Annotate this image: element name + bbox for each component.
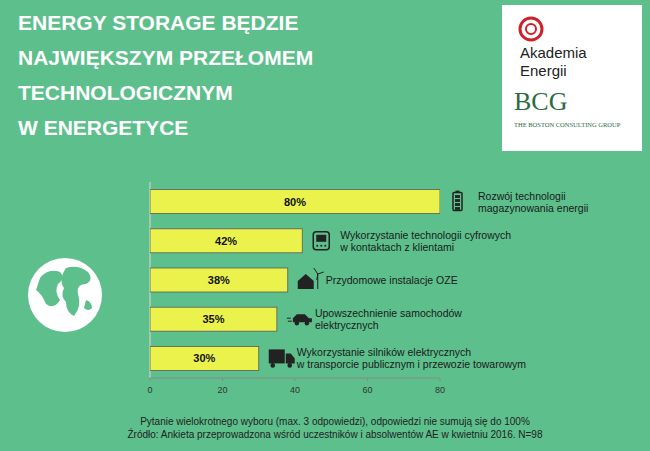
icon-part (324, 245, 326, 247)
x-tick (295, 378, 296, 381)
x-tick-label: 80 (435, 385, 445, 395)
bar (150, 268, 288, 292)
icon-part (455, 195, 460, 198)
globe-land (84, 300, 92, 310)
icon-part (270, 363, 275, 368)
category-line: Przydomowe instalacje OZE (326, 274, 458, 286)
icon-part (293, 314, 312, 322)
icon-part (314, 268, 324, 280)
icon-part (287, 363, 292, 368)
title-line: NAJWIĘKSZYM PRZEŁOMEM (18, 46, 313, 69)
x-tick (367, 378, 368, 381)
logo: AkademiaEnergii BCG THE BOSTON CONSULTING … (502, 5, 642, 151)
footnote: Źródło: Ankieta przeprowadzona wśród ucz… (128, 428, 543, 440)
logo-bcg-full: THE BOSTON CONSULTING GROUP (514, 121, 621, 128)
title-line: TECHNOLOGICZNYM (18, 81, 233, 104)
data-label: 30% (193, 352, 215, 364)
x-tick-label: 40 (290, 385, 300, 395)
title-line: W ENERGETYCE (18, 116, 188, 139)
bar (150, 346, 259, 370)
logo-icon (526, 24, 536, 34)
logo-bcg: BCG (514, 87, 567, 116)
icon-part (453, 193, 462, 211)
logo-text-line: Akademia (520, 44, 587, 61)
x-tick (150, 378, 151, 381)
data-label: 38% (208, 274, 230, 286)
icon-part (316, 245, 318, 247)
globe (28, 258, 102, 332)
data-label: 35% (202, 313, 224, 325)
logo-icon (520, 18, 542, 40)
data-label: 80% (284, 196, 306, 208)
labels: 80% Rozwój technologiimagazynowania energ… (193, 190, 588, 371)
category-label: Upowszechnienie samochodówelektrycznych (315, 307, 462, 331)
bar (150, 229, 302, 253)
icon (313, 232, 329, 250)
globe-disc (28, 258, 102, 332)
x-tick (440, 378, 441, 381)
icon-part (298, 274, 314, 289)
logo-text-line: Energii (520, 62, 567, 79)
icon-part (313, 232, 329, 250)
category-label: Przydomowe instalacje OZE (326, 274, 458, 286)
icon (287, 314, 312, 325)
icon-part (455, 199, 460, 202)
icon-part (295, 321, 299, 325)
x-tick-label: 0 (147, 385, 152, 395)
category-label: Wykorzystanie technologii cyfrowychw kon… (339, 229, 511, 253)
category-line: Rozwój technologii (478, 190, 566, 202)
title-line: ENERGY STORAGE BĘDZIE (18, 11, 298, 34)
icon-part (455, 207, 460, 210)
x-tick (222, 378, 223, 381)
footnote: Pytanie wielokrotnego wyboru (max. 3 odp… (140, 416, 530, 427)
icon-part (287, 318, 292, 321)
icon-part (286, 353, 295, 363)
logo-box (502, 5, 642, 151)
category-label: Rozwój technologiimagazynowania energii (478, 190, 588, 214)
background (0, 0, 650, 451)
title: ENERGY STORAGE BĘDZIE NAJWIĘKSZYM PRZEŁOM… (18, 11, 313, 139)
category-line: magazynowania energii (478, 202, 588, 214)
category-line: Wykorzystanie technologii cyfrowych (340, 229, 511, 241)
icon (269, 349, 295, 367)
icon-part (269, 349, 285, 363)
icon (453, 191, 462, 211)
icon-part (455, 203, 460, 206)
bar (150, 190, 440, 214)
icon-part (456, 191, 460, 193)
category-line: Wykorzystanie silników elektrycznych (297, 346, 472, 358)
data-label: 42% (215, 235, 237, 247)
x-tick-label: 60 (362, 385, 372, 395)
bar (150, 307, 277, 331)
category-label: Wykorzystanie silników elektrycznychw tr… (296, 346, 527, 370)
x-tick-label: 20 (217, 385, 227, 395)
logo-text: AkademiaEnergii (520, 44, 587, 79)
category-line: Upowszechnienie samochodów (315, 307, 462, 319)
chart: ENERGY STORAGE BĘDZIE NAJWIĘKSZYM PRZEŁOM… (0, 0, 650, 451)
category-line: w kontaktach z klientami (339, 241, 454, 253)
icon-part (320, 245, 322, 247)
icon (298, 268, 324, 289)
globe-land (36, 271, 63, 306)
category-line: elektrycznych (315, 319, 379, 331)
category-line: w transporcie publicznym i przewozie tow… (296, 358, 527, 370)
icon-part (305, 321, 309, 325)
icon-part (316, 235, 326, 242)
